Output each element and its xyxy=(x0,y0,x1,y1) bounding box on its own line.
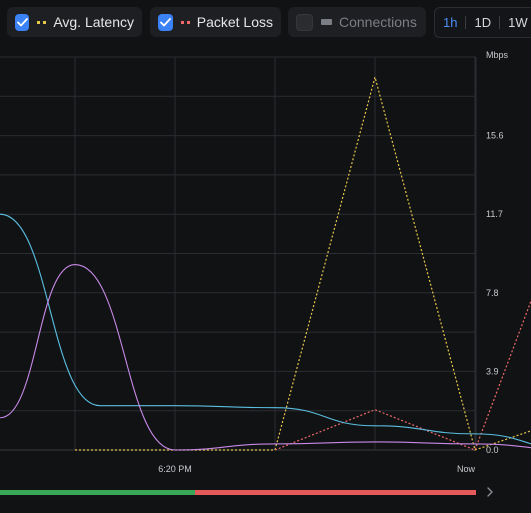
y-tick-label: 15.6 xyxy=(486,131,504,141)
y-tick-label: 7.8 xyxy=(486,288,499,298)
series-line-unlabeled-2 xyxy=(0,213,531,445)
swatch-connections xyxy=(321,19,332,25)
range-button-1d[interactable]: 1D xyxy=(474,15,492,30)
y-axis-unit-label: Mbps xyxy=(486,50,509,60)
x-tick-label: Now xyxy=(457,464,476,474)
chevron-right-icon[interactable] xyxy=(483,484,497,500)
legend-item-connections[interactable]: Connections xyxy=(288,7,426,37)
swatch-dot xyxy=(37,20,41,24)
swatch-dot xyxy=(180,20,184,24)
series-layer xyxy=(0,74,531,451)
range-button-1w[interactable]: 1W xyxy=(508,15,528,30)
divider xyxy=(465,16,467,29)
range-button-1h[interactable]: 1h xyxy=(443,15,458,30)
divider xyxy=(499,16,501,29)
x-tick-label: 6:20 PM xyxy=(158,464,192,474)
legend-label: Avg. Latency xyxy=(53,14,134,30)
y-tick-label: 0.0 xyxy=(486,445,499,455)
swatch-avg-latency xyxy=(37,20,47,24)
legend-label: Packet Loss xyxy=(196,14,273,30)
swatch-packet-loss xyxy=(180,20,190,24)
series-line-unlabeled-3 xyxy=(0,264,531,451)
range-bar-red xyxy=(195,490,476,495)
legend-item-packet-loss[interactable]: Packet Loss xyxy=(150,7,281,37)
legend-item-avg-latency[interactable]: Avg. Latency xyxy=(7,7,142,37)
y-tick-label: 3.9 xyxy=(486,366,499,376)
check-icon xyxy=(16,17,28,26)
checkbox-connections[interactable] xyxy=(296,13,313,31)
check-icon xyxy=(159,17,171,26)
series-line-packet-loss xyxy=(274,299,531,451)
y-tick-label: 11.7 xyxy=(486,209,503,219)
axis-layer: Mbps 0.0 3.9 7.8 11.7 15.6 6:20 PM Now xyxy=(158,50,508,474)
time-range-selector: 1h 1D 1W xyxy=(434,7,531,38)
swatch-dot xyxy=(186,20,190,24)
series-line-avg-latency xyxy=(75,74,531,451)
checkbox-avg-latency[interactable] xyxy=(15,13,30,31)
legend-label: Connections xyxy=(339,14,417,30)
chart-grid xyxy=(0,56,477,451)
range-bar-green xyxy=(0,490,196,495)
checkbox-packet-loss[interactable] xyxy=(158,13,173,31)
swatch-dot xyxy=(43,20,47,24)
